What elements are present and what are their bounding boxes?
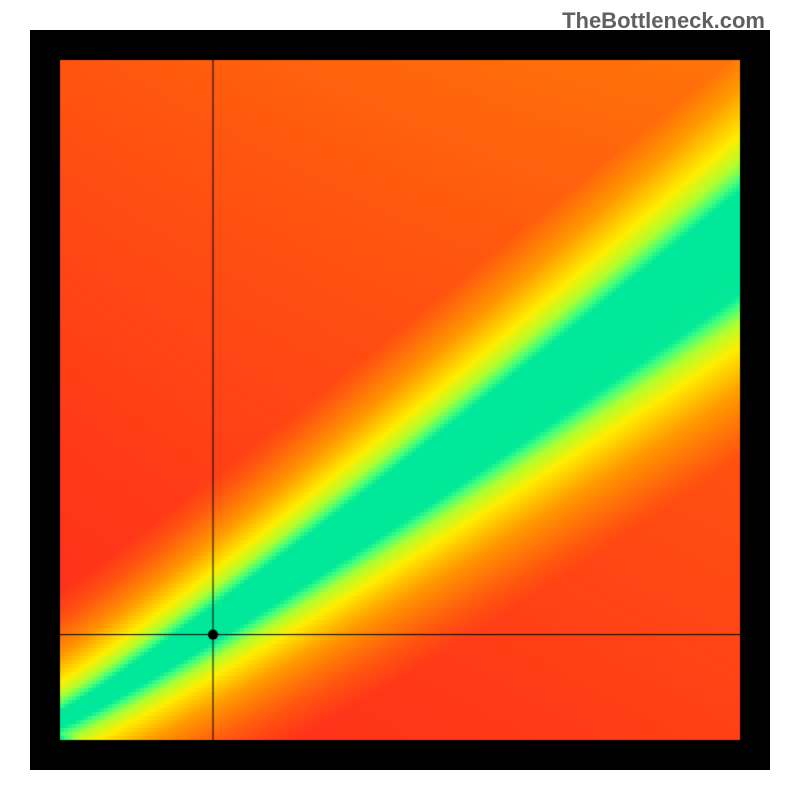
heatmap-chart [30,30,770,770]
heatmap-canvas [30,30,770,770]
